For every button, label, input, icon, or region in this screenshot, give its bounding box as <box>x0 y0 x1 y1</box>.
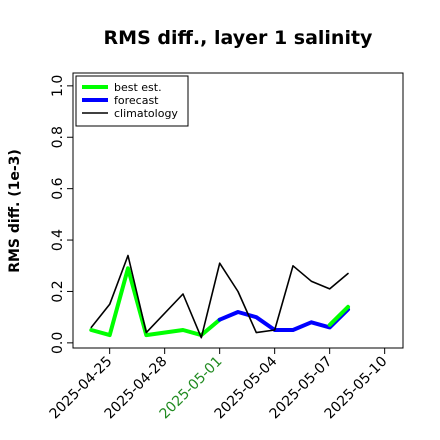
series-line-3 <box>90 254 349 339</box>
plot-frame <box>72 72 404 349</box>
y-axis-label: RMS diff. (1e-3) <box>7 149 23 273</box>
x-axis: 2025-04-252025-04-282025-05-012025-05-04… <box>47 348 390 422</box>
legend-label: forecast <box>114 94 159 107</box>
chart-title: RMS diff., layer 1 salinity <box>104 27 374 49</box>
y-axis: 0.0 0.2 0.4 0.6 0.8 1.0 <box>50 75 73 354</box>
y-tick-label: 1.0 <box>50 75 66 97</box>
y-tick-label: 0.8 <box>50 126 66 148</box>
series-line-1 <box>217 307 350 332</box>
series-line-4 <box>146 293 184 333</box>
y-tick-label: 0.2 <box>50 280 66 302</box>
y-tick-label: 0.4 <box>50 229 66 251</box>
y-tick-label: 0.6 <box>50 177 66 199</box>
y-tick-label: 0.0 <box>50 332 66 354</box>
legend-label: best est. <box>114 81 162 94</box>
series-line-2 <box>327 304 350 327</box>
legend-label: climatology <box>114 107 178 120</box>
series-layer <box>89 254 350 339</box>
